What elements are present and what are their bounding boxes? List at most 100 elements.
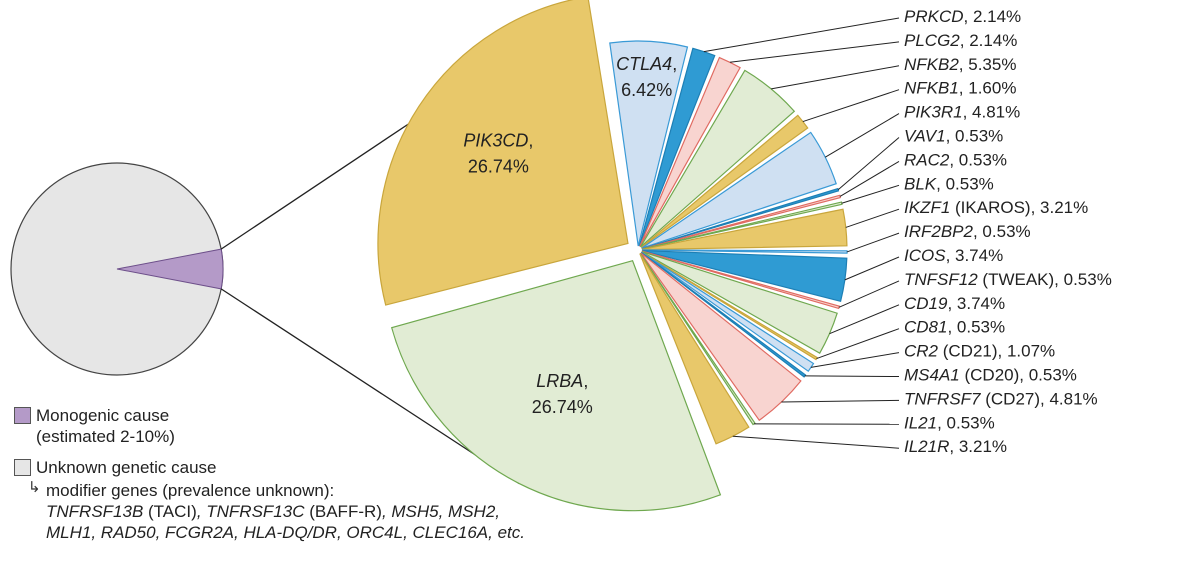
gene-name: IL21R bbox=[904, 438, 949, 457]
legend-unknown-label: Unknown genetic cause bbox=[36, 458, 217, 477]
gene-name: LRBA bbox=[536, 371, 583, 391]
gene-name: BLK bbox=[904, 175, 937, 194]
label-ctla4-gene: CTLA4, bbox=[616, 54, 677, 74]
slice-ctla4 bbox=[609, 40, 689, 247]
slice-nfkb1 bbox=[640, 114, 809, 249]
label-ms4a1: MS4A1 (CD20), 0.53% bbox=[904, 366, 1077, 385]
gene-value: , 2.14% bbox=[964, 7, 1022, 26]
gene-value: , 1.60% bbox=[959, 79, 1017, 98]
gene-name: ICOS bbox=[904, 246, 946, 265]
label-leader-lines bbox=[703, 17, 900, 449]
leader-il21r bbox=[732, 435, 900, 449]
leader-prkcd bbox=[703, 17, 900, 53]
unknown-swatch bbox=[14, 459, 31, 476]
gene-value: , 4.81% bbox=[963, 103, 1021, 122]
gene-name: TNFSF12 bbox=[904, 270, 978, 289]
modifier-genes-line-2: MLH1, RAD50, FCGR2A, HLA-DQ/DR, ORC4L, C… bbox=[46, 522, 686, 543]
gene-value: , 0.53% bbox=[936, 175, 994, 194]
label-tnfsf12: TNFSF12 (TWEAK), 0.53% bbox=[904, 270, 1112, 289]
gene-name: TNFRSF7 bbox=[904, 390, 981, 409]
legend-monogenic-label: Monogenic cause bbox=[36, 406, 170, 425]
leader-cd19 bbox=[829, 304, 900, 335]
modifier-gene-text: (TACI) bbox=[143, 502, 197, 521]
gene-value: (IKAROS), 3.21% bbox=[950, 199, 1088, 218]
label-lrba-gene: LRBA, bbox=[536, 371, 588, 391]
gene-name: CD81 bbox=[904, 318, 947, 337]
modifier-gene-text: (BAFF-R) bbox=[304, 502, 382, 521]
slice-irf2bp2 bbox=[641, 249, 848, 254]
label-ctla4-value: 6.42% bbox=[621, 80, 672, 100]
gene-name: IL21 bbox=[904, 414, 937, 433]
slice-pik3cd bbox=[377, 0, 629, 306]
leader-cd81 bbox=[816, 328, 900, 360]
slice-plcg2 bbox=[639, 56, 741, 247]
gene-value: , 0.53% bbox=[946, 127, 1004, 146]
gene-name: IRF2BP2 bbox=[904, 223, 974, 242]
leader-icos bbox=[844, 256, 900, 281]
slice-tnfrsf7 bbox=[640, 252, 802, 422]
legend-item-monogenic: Monogenic cause (estimated 2-10%) bbox=[14, 405, 217, 447]
label-prkcd: PRKCD, 2.14% bbox=[904, 7, 1021, 26]
legend-monogenic-text: Monogenic cause (estimated 2-10%) bbox=[36, 405, 175, 447]
leader-irf2bp2 bbox=[846, 232, 900, 253]
modifier-gene-text: , TNFRSF13C bbox=[196, 502, 305, 521]
arrow-icon: ↳ bbox=[28, 479, 41, 496]
gene-value: , 0.53% bbox=[947, 318, 1005, 337]
gene-name: PIK3CD bbox=[463, 130, 528, 150]
leader-rac2 bbox=[839, 160, 900, 197]
slice-prkcd bbox=[638, 47, 716, 247]
gene-name: RAC2 bbox=[904, 151, 950, 170]
slice-lrba bbox=[390, 259, 722, 512]
gene-name: PRKCD bbox=[904, 7, 964, 26]
leader-blk bbox=[841, 184, 900, 204]
slice-nfkb2 bbox=[640, 69, 796, 248]
label-vav1: VAV1, 0.53% bbox=[904, 127, 1003, 146]
label-nfkb1: NFKB1, 1.60% bbox=[904, 79, 1016, 98]
slice-cd19 bbox=[641, 251, 838, 355]
gene-name: PIK3R1 bbox=[904, 103, 963, 122]
label-comma: , bbox=[672, 54, 677, 74]
legend-monogenic-estimate: (estimated 2-10%) bbox=[36, 427, 175, 446]
legend-item-unknown: Unknown genetic cause bbox=[14, 457, 217, 478]
gene-name: CR2 bbox=[904, 342, 939, 361]
gene-value: , 0.53% bbox=[949, 151, 1007, 170]
modifier-gene-text: MLH1, RAD50, FCGR2A, HLA-DQ/DR, ORC4L, C… bbox=[46, 523, 525, 542]
label-lrba-value: 26.74% bbox=[532, 397, 593, 417]
gene-name: CTLA4 bbox=[616, 54, 672, 74]
gene-name: VAV1 bbox=[904, 127, 946, 146]
gene-value: , 0.53% bbox=[973, 223, 1031, 242]
gene-name: IKZF1 bbox=[904, 199, 950, 218]
gene-value: , 3.21% bbox=[949, 438, 1007, 457]
label-ikzf1: IKZF1 (IKAROS), 3.21% bbox=[904, 199, 1088, 218]
slice-rac2 bbox=[641, 194, 842, 250]
label-il21: IL21, 0.53% bbox=[904, 414, 995, 433]
label-cd81: CD81, 0.53% bbox=[904, 318, 1005, 337]
modifier-genes-note: modifier genes (prevalence unknown): TNF… bbox=[46, 480, 686, 543]
gene-labels: PRKCD, 2.14%PLCG2, 2.14%NFKB2, 5.35%NFKB… bbox=[463, 7, 1112, 456]
slice-monogenic-cause bbox=[116, 248, 224, 290]
slice-tnfsf12 bbox=[641, 250, 841, 310]
slice-cd81 bbox=[641, 251, 819, 361]
gene-value: (CD27), 4.81% bbox=[981, 390, 1098, 409]
leader-tnfrsf7 bbox=[781, 399, 900, 403]
label-blk: BLK, 0.53% bbox=[904, 175, 994, 194]
modifier-gene-text: , MSH5, MSH2, bbox=[381, 502, 501, 521]
label-rac2: RAC2, 0.53% bbox=[904, 151, 1007, 170]
leader-nfkb1 bbox=[802, 89, 900, 123]
leader-vav1 bbox=[837, 137, 900, 191]
gene-value: , 0.53% bbox=[937, 414, 995, 433]
modifier-genes-line-1: TNFRSF13B (TACI), TNFRSF13C (BAFF-R), MS… bbox=[46, 501, 686, 522]
leader-nfkb2 bbox=[771, 65, 900, 90]
leader-pik3r1 bbox=[825, 113, 900, 158]
gene-name: CD19 bbox=[904, 294, 948, 313]
gene-value: , 2.14% bbox=[960, 31, 1018, 50]
gene-value: (CD21), 1.07% bbox=[938, 342, 1055, 361]
label-pik3cd-gene: PIK3CD, bbox=[463, 130, 533, 150]
modifier-gene-text: TNFRSF13B bbox=[46, 502, 144, 521]
gene-value: (CD20), 0.53% bbox=[960, 366, 1077, 385]
slice-vav1 bbox=[641, 187, 840, 250]
overview-pie bbox=[10, 162, 224, 376]
label-tnfrsf7: TNFRSF7 (CD27), 4.81% bbox=[904, 390, 1098, 409]
leader-cr2 bbox=[810, 352, 900, 368]
legend: Monogenic cause (estimated 2-10%) Unknow… bbox=[14, 405, 217, 478]
